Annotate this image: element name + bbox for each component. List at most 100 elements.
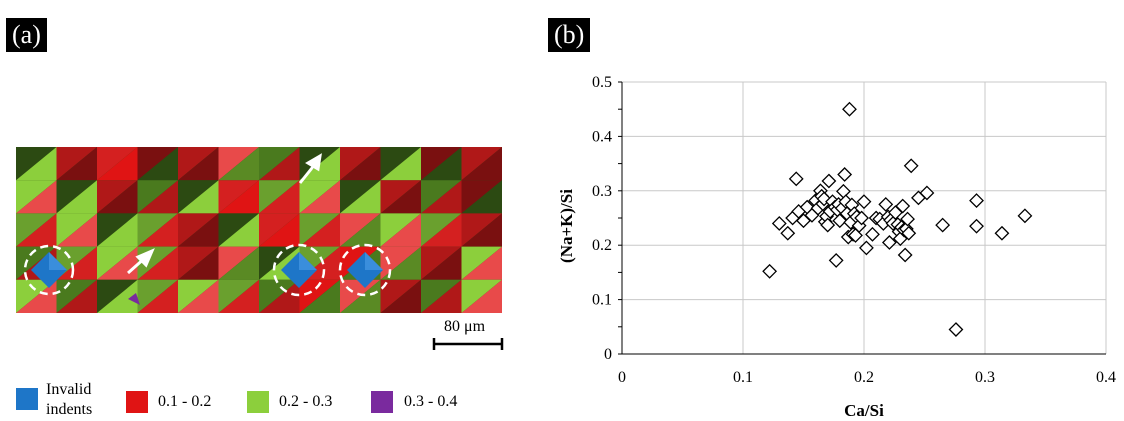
map-tile: [16, 180, 57, 214]
legend-swatch-0-1: [126, 391, 148, 413]
map-tile: [16, 213, 57, 247]
map-tile: [218, 180, 259, 214]
data-point: [780, 225, 796, 241]
map-tile: [178, 213, 219, 247]
x-tick-label: 0: [618, 369, 626, 386]
map-tile: [461, 147, 502, 181]
data-point: [994, 225, 1010, 241]
data-point: [948, 322, 964, 337]
data-point: [837, 167, 853, 182]
map-tile: [299, 279, 340, 313]
data-point: [836, 183, 851, 199]
legend-swatch-0-2: [247, 391, 269, 413]
data-point: [935, 217, 951, 233]
data-point: [788, 171, 804, 187]
map-tile: [461, 180, 502, 214]
scatter-chart: 0 0.1 0.2 0.3 0.4 0.5 0 0.1 0.2 0.3 0.4 Ca/Si (Na+…: [560, 74, 1116, 420]
map-tile: [340, 180, 381, 214]
legend-swatch-invalid: [16, 388, 38, 410]
scale-bar-label: 80 μm: [444, 318, 486, 335]
map-tile: [137, 147, 178, 181]
data-point: [832, 213, 848, 229]
data-point: [854, 210, 869, 226]
data-point: [900, 211, 915, 227]
data-point: [865, 226, 880, 242]
map-tile: [299, 180, 340, 214]
y-tick-label: 0.1: [592, 292, 612, 309]
map-tile: [56, 180, 97, 214]
map-tile: [97, 180, 138, 214]
data-point: [820, 217, 836, 233]
map-tile: [421, 213, 462, 247]
map-tile: [461, 213, 502, 247]
map-tile: [259, 279, 300, 313]
map-tile: [259, 180, 300, 214]
legend-swatch-0-3: [371, 391, 393, 413]
map-tile: [340, 180, 381, 214]
map-tile: [340, 279, 381, 313]
map-tile: [299, 180, 340, 214]
legend-label-0-3: 0.3 - 0.4: [404, 393, 458, 410]
map-tile: [259, 180, 300, 214]
legend-label-0-2: 0.2 - 0.3: [279, 393, 333, 410]
y-tick-label: 0.5: [592, 74, 612, 91]
map-tile: [421, 180, 462, 214]
data-point: [901, 225, 917, 241]
y-tick-label: 0.3: [592, 183, 612, 200]
map-tile: [380, 279, 421, 313]
data-point: [878, 196, 894, 212]
data-point: [842, 101, 857, 117]
map-tile: [218, 180, 259, 214]
panel-a-label: (a): [6, 18, 47, 52]
map-tile: [97, 180, 138, 214]
data-point: [881, 235, 897, 250]
y-tick-label: 0.2: [592, 237, 612, 254]
x-tick-label: 0.4: [1096, 369, 1116, 386]
data-point: [897, 247, 913, 263]
data-point: [895, 198, 911, 214]
map-tile: [56, 213, 97, 247]
map-tile: [178, 180, 219, 214]
data-point: [1017, 208, 1033, 224]
map-tile: [299, 213, 340, 247]
map-tile: [340, 213, 381, 247]
legend-label-0-1: 0.1 - 0.2: [158, 393, 212, 410]
legend-label-invalid-line2: indents: [46, 401, 93, 418]
map-tile: [178, 279, 219, 313]
y-axis-label: (Na+K)/Si: [560, 189, 576, 263]
map-tile: [137, 279, 178, 313]
map-tile: [380, 147, 421, 181]
map-tile: [178, 180, 219, 214]
map-tile: [380, 180, 421, 214]
data-point: [856, 194, 872, 210]
data-point: [919, 185, 935, 201]
panel-b-label: (b): [548, 18, 591, 52]
map-tile: [137, 180, 178, 214]
data-point: [859, 240, 874, 256]
map-tile: [137, 213, 178, 247]
map-tile: [259, 147, 300, 181]
map-tile: [56, 147, 97, 181]
x-axis-label: Ca/Si: [844, 401, 884, 420]
map-tile: [218, 213, 259, 247]
map-tile: [218, 147, 259, 181]
map-tile: [16, 180, 57, 214]
map-tile: [178, 147, 219, 181]
map-tile: [97, 147, 138, 181]
map-tile: [461, 279, 502, 313]
map-tile: [56, 279, 97, 313]
data-point: [828, 253, 844, 268]
map-tile: [340, 147, 381, 181]
map-tile: [56, 180, 97, 214]
map-tile: [421, 279, 462, 313]
map-tile: [259, 213, 300, 247]
x-tick-label: 0.1: [733, 369, 753, 386]
data-point: [969, 193, 984, 209]
data-point: [771, 216, 787, 231]
legend-label-invalid-line1: Invalid: [46, 381, 92, 398]
scale-bar: [432, 338, 504, 350]
map-tile: [16, 279, 57, 313]
map-tile: [461, 180, 502, 214]
data-point: [821, 173, 837, 189]
y-tick-label: 0.4: [592, 128, 612, 145]
